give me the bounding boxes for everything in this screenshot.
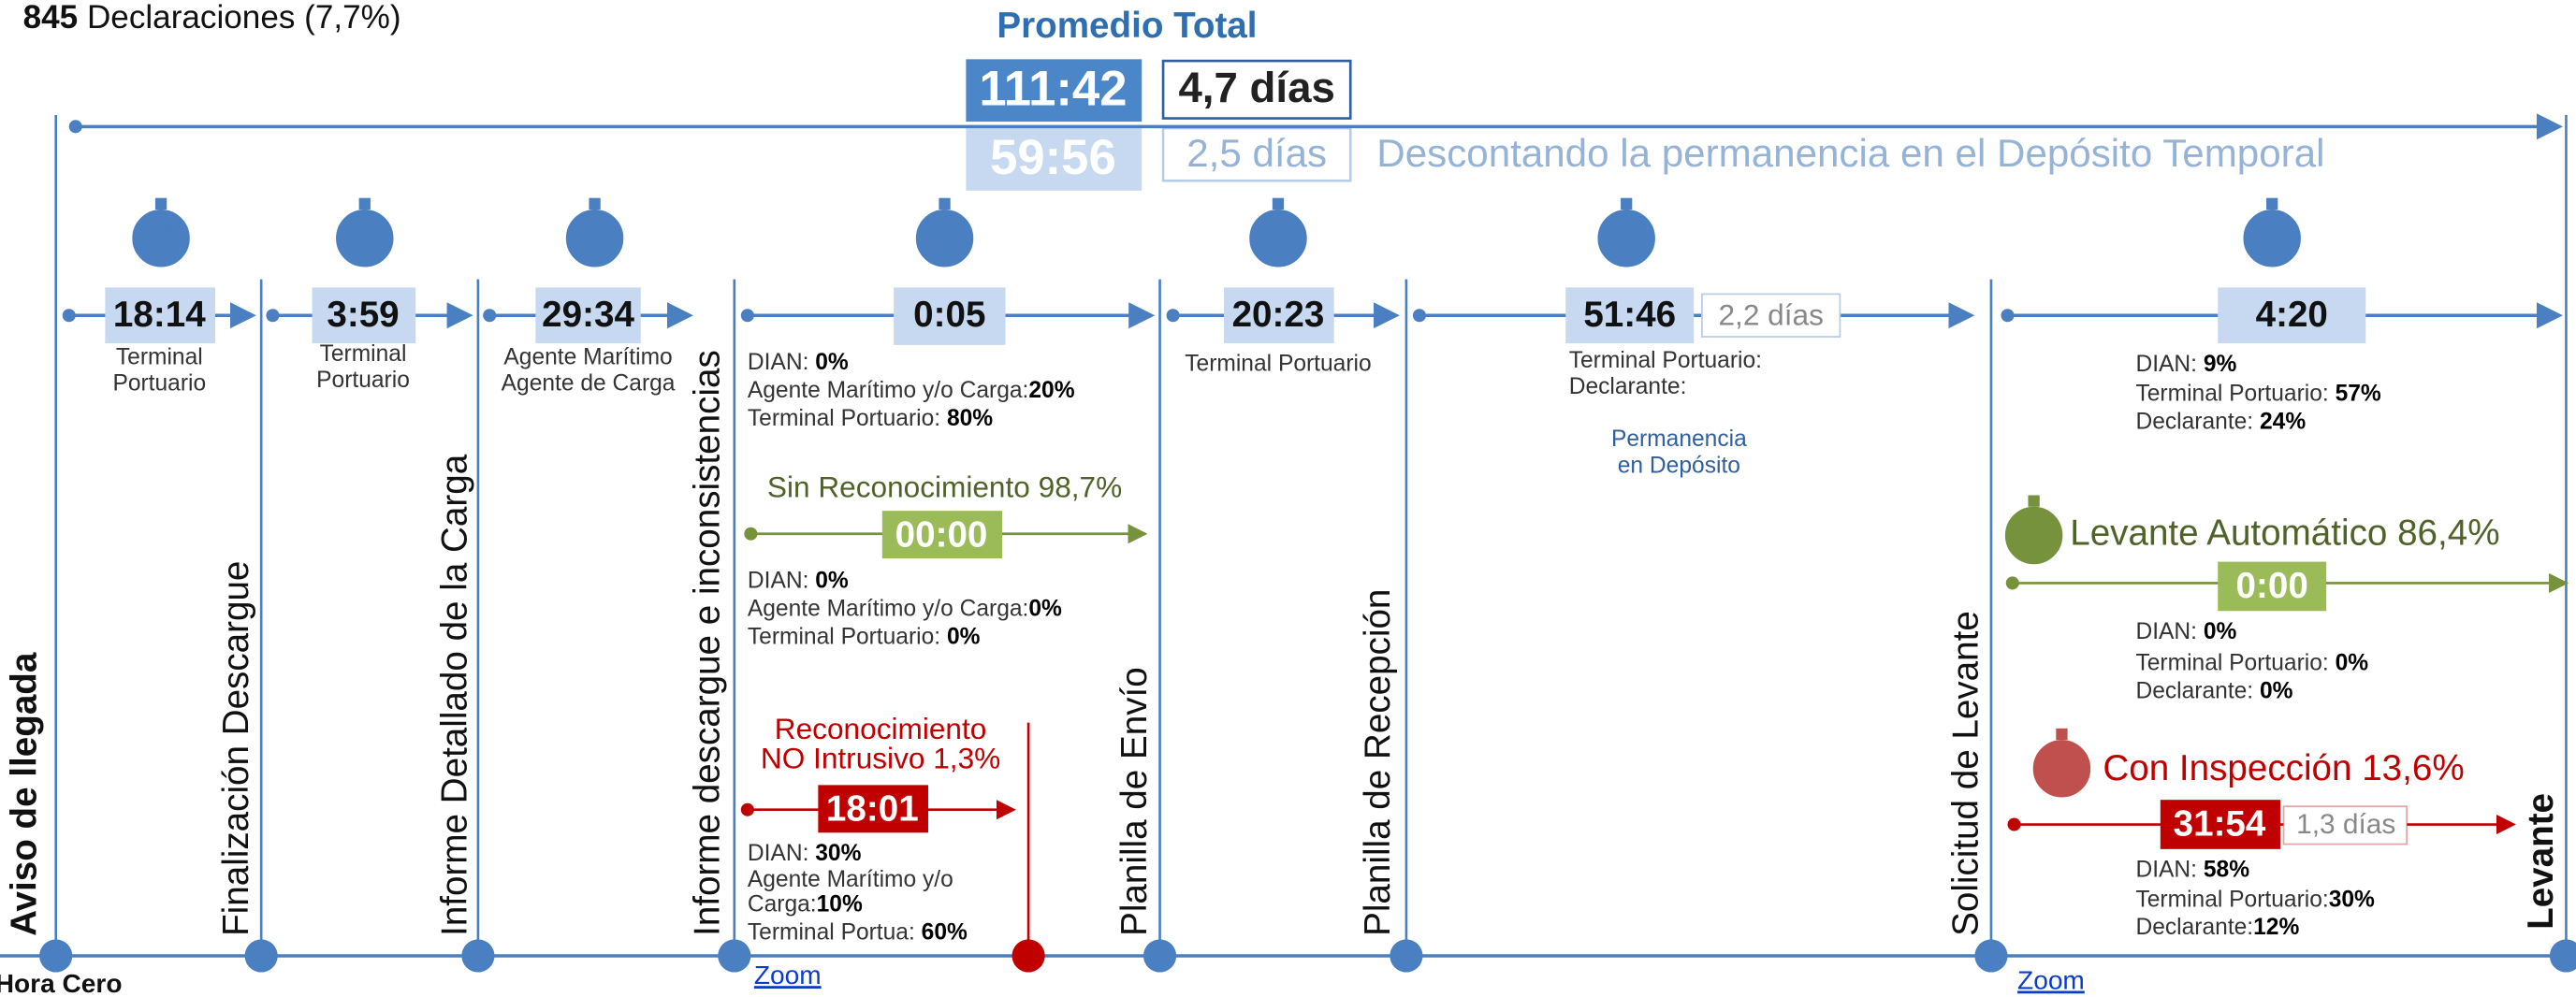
start-label: Hora Cero <box>0 969 122 997</box>
time-box <box>312 287 416 344</box>
actor: Terminal Portuario: <box>1569 348 1762 373</box>
actor: Portuario <box>316 368 410 393</box>
branch-title: Reconocimiento <box>775 712 987 745</box>
milestone-label: Aviso de llegada <box>4 652 44 936</box>
share: Terminal Portua: 60% <box>748 919 968 945</box>
milestone-label: Levante <box>2521 793 2561 930</box>
zoom-link[interactable]: Zoom <box>2017 965 2085 994</box>
net-days-box <box>1161 126 1352 182</box>
actor: Declarante: <box>1569 374 1687 399</box>
share: DIAN: 58% <box>2135 857 2249 882</box>
time-box <box>1565 287 1695 344</box>
milestone-label: Informe Detallado de la Carga <box>434 454 474 936</box>
time-box <box>894 287 1006 345</box>
share: Terminal Portuario: 80% <box>748 405 993 430</box>
actor: Terminal <box>116 344 203 369</box>
branch-time: 00:00 <box>895 514 988 555</box>
time-box <box>1224 287 1334 344</box>
share: DIAN: 9% <box>2135 351 2236 376</box>
days-box <box>1701 293 1841 338</box>
branch-time: 18:01 <box>826 789 919 830</box>
share: Declarante: 24% <box>2135 409 2306 434</box>
stage-time: 29:34 <box>542 295 634 335</box>
stopwatch-icons <box>131 196 2302 268</box>
share: DIAN: 0% <box>748 350 849 375</box>
time-box <box>818 785 928 833</box>
share: DIAN: 0% <box>748 568 849 593</box>
stage-time: 18:14 <box>113 295 206 335</box>
days-box <box>2282 805 2409 845</box>
share: Terminal Portuario: 0% <box>748 624 981 649</box>
share: Carga:10% <box>748 891 863 917</box>
time-box <box>2218 287 2366 344</box>
milestone-label: Solicitud de Levante <box>1946 611 1987 936</box>
actor: Agente de Carga <box>502 370 676 396</box>
share: DIAN: 30% <box>748 841 862 866</box>
share: DIAN: 0% <box>2135 619 2236 644</box>
note: en Depósito <box>1618 453 1740 478</box>
milestone-label: Finalización Descargue <box>216 561 256 936</box>
time-box <box>881 511 1003 559</box>
time-box <box>105 287 216 344</box>
stage-time: 3:59 <box>327 295 399 335</box>
zoom-link[interactable]: Zoom <box>754 961 822 990</box>
total-days-box <box>1161 59 1352 120</box>
dot <box>68 120 82 134</box>
branch-title: NO Intrusivo 1,3% <box>761 741 1000 774</box>
share: Agente Marítimo y/o Carga:20% <box>748 377 1075 402</box>
stage-time: 4:20 <box>2256 295 2328 335</box>
summary-title: Promedio Total <box>997 6 1257 46</box>
time-box <box>535 287 641 344</box>
milestone-label: Informe descargue e inconsistencias <box>688 350 728 936</box>
branch-title: Levante Automático 86,4% <box>2070 513 2499 554</box>
stage-time: 51:46 <box>1583 295 1676 335</box>
branch-title: Con Inspección 13,6% <box>2103 748 2464 788</box>
header: 845 Declaraciones (7,7%) <box>23 0 401 36</box>
net-time: 59:56 <box>990 130 1116 185</box>
net-box <box>966 128 1142 191</box>
share: Agente Marítimo y/o <box>748 867 953 892</box>
milestone-label: Planilla de Envío <box>1114 667 1155 936</box>
time-box <box>2160 800 2280 849</box>
stage-time: 0:05 <box>913 295 985 335</box>
share: Declarante: 0% <box>2135 678 2292 703</box>
branch-time: 0:00 <box>2236 566 2308 606</box>
share: Terminal Portuario:30% <box>2135 887 2375 912</box>
branch-time: 31:54 <box>2174 803 2266 844</box>
share: Terminal Portuario: 0% <box>2135 650 2368 675</box>
actor: Agente Marítimo <box>503 344 672 369</box>
net-days: 2,5 días <box>1186 131 1327 175</box>
share: Terminal Portuario: 57% <box>2135 381 2380 406</box>
note: Permanencia <box>1611 426 1747 452</box>
branch-days: 1,3 días <box>2296 809 2395 840</box>
net-note: Descontando la permanencia en el Depósit… <box>1376 131 2324 175</box>
milestone-dots <box>39 939 2576 973</box>
time-box <box>2218 561 2327 612</box>
share: Agente Marítimo y/o Carga:0% <box>748 596 1062 621</box>
share: Declarante:12% <box>2135 915 2299 940</box>
total-time: 111:42 <box>979 61 1127 116</box>
stage-days: 2,2 días <box>1718 297 1823 331</box>
actor: Terminal <box>320 341 407 367</box>
total-days: 4,7 días <box>1178 64 1334 111</box>
actor: Terminal Portuario <box>1185 351 1371 376</box>
stage-time: 20:23 <box>1232 295 1325 335</box>
stopwatch-icon <box>2031 727 2092 799</box>
milestone-lines <box>54 115 2568 956</box>
milestone-label: Planilla de Recepción <box>1358 589 1398 936</box>
actor: Portuario <box>112 370 206 396</box>
branch-title: Sin Reconocimiento 98,7% <box>767 470 1122 504</box>
stopwatch-icon <box>2004 494 2064 566</box>
total-box <box>966 59 1142 123</box>
